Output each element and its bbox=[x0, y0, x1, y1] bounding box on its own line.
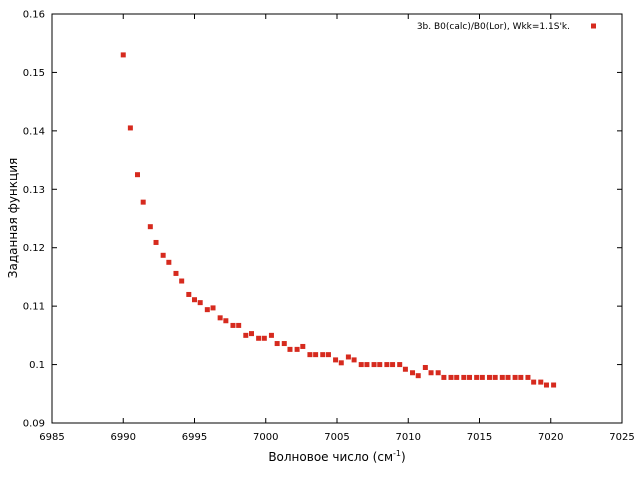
data-point bbox=[371, 362, 377, 368]
data-point bbox=[441, 374, 447, 380]
y-tick-label: 0.12 bbox=[23, 243, 45, 254]
data-point bbox=[448, 374, 454, 380]
data-point bbox=[377, 362, 383, 368]
y-tick-label: 0.1 bbox=[29, 360, 45, 371]
data-point bbox=[415, 373, 421, 379]
data-point bbox=[236, 322, 242, 328]
legend-label: 3b. B0(calc)/B0(Lor), Wkk=1.1S'k. bbox=[417, 22, 570, 32]
data-point bbox=[345, 354, 351, 360]
data-point bbox=[127, 125, 133, 131]
data-point bbox=[525, 374, 531, 380]
x-tick-label: 7000 bbox=[253, 432, 278, 443]
data-point bbox=[223, 318, 229, 324]
y-tick-label: 0.09 bbox=[23, 419, 45, 430]
data-point bbox=[160, 252, 166, 258]
data-point bbox=[153, 239, 159, 245]
data-point bbox=[173, 270, 179, 276]
data-point bbox=[120, 52, 126, 58]
data-point bbox=[402, 366, 408, 372]
x-tick-label: 6995 bbox=[182, 432, 207, 443]
x-axis-title-close: ) bbox=[401, 450, 406, 464]
data-point bbox=[338, 360, 344, 366]
x-axis-title-sup: -1 bbox=[393, 449, 401, 458]
data-point bbox=[325, 352, 331, 358]
data-point bbox=[364, 362, 370, 368]
x-tick-label: 6985 bbox=[39, 432, 64, 443]
data-point bbox=[274, 341, 280, 347]
data-point bbox=[256, 335, 262, 341]
x-axis-title-text: Волновое число (см bbox=[268, 450, 393, 464]
data-point bbox=[333, 357, 339, 363]
y-tick-label: 0.11 bbox=[23, 302, 45, 313]
x-tick-label: 7015 bbox=[467, 432, 492, 443]
y-tick-label: 0.16 bbox=[23, 10, 45, 21]
data-point bbox=[467, 374, 473, 380]
data-point bbox=[300, 343, 306, 349]
data-point bbox=[287, 346, 293, 352]
data-point bbox=[186, 291, 192, 297]
data-point bbox=[147, 224, 153, 230]
data-point bbox=[313, 352, 319, 358]
legend-marker bbox=[591, 23, 596, 29]
data-point bbox=[390, 362, 396, 368]
data-point bbox=[538, 379, 544, 385]
x-tick-label: 7010 bbox=[396, 432, 421, 443]
data-point bbox=[217, 315, 223, 321]
x-tick-label: 6990 bbox=[111, 432, 136, 443]
data-point bbox=[428, 370, 434, 376]
data-point bbox=[474, 374, 480, 380]
data-point bbox=[179, 278, 185, 284]
data-point bbox=[422, 364, 428, 370]
data-point bbox=[249, 331, 254, 337]
data-point bbox=[192, 297, 197, 303]
data-point bbox=[531, 379, 537, 385]
data-point bbox=[505, 374, 511, 380]
legend: 3b. B0(calc)/B0(Lor), Wkk=1.1S'k. bbox=[417, 22, 596, 32]
x-tick-label: 7020 bbox=[538, 432, 563, 443]
x-tick-label: 7005 bbox=[324, 432, 349, 443]
y-tick-label: 0.13 bbox=[23, 185, 45, 196]
data-point bbox=[204, 307, 210, 313]
data-point bbox=[410, 370, 416, 376]
data-point bbox=[543, 382, 549, 388]
data-point bbox=[358, 362, 364, 368]
data-point bbox=[492, 374, 498, 380]
data-point bbox=[518, 374, 524, 380]
data-point bbox=[281, 341, 287, 347]
data-point bbox=[551, 382, 557, 388]
data-point bbox=[210, 305, 216, 311]
data-point bbox=[479, 374, 485, 380]
x-tick-label: 7025 bbox=[609, 432, 634, 443]
data-points bbox=[120, 52, 557, 388]
data-point bbox=[320, 352, 326, 358]
y-axis-title: Заданная функция bbox=[6, 158, 20, 278]
data-point bbox=[197, 300, 203, 306]
data-point bbox=[454, 374, 460, 380]
data-point bbox=[140, 199, 146, 205]
data-point bbox=[351, 357, 357, 363]
data-point bbox=[294, 346, 300, 352]
data-point bbox=[261, 335, 267, 341]
data-point bbox=[397, 362, 403, 368]
data-point bbox=[243, 332, 249, 338]
data-point bbox=[166, 259, 172, 265]
data-point bbox=[435, 370, 441, 376]
data-point bbox=[486, 374, 492, 380]
data-point bbox=[384, 362, 390, 368]
data-point bbox=[230, 322, 236, 328]
data-point bbox=[499, 374, 505, 380]
x-axis-title: Волновое число (см-1) bbox=[268, 449, 405, 464]
axis-ticks: 6985 6990 6995 7000 7005 7010 7015 7020 7025 0.09… bbox=[23, 10, 635, 444]
y-tick-label: 0.14 bbox=[23, 126, 45, 137]
plot-frame bbox=[51, 13, 623, 424]
data-point bbox=[461, 374, 467, 380]
data-point bbox=[512, 374, 518, 380]
data-point bbox=[307, 352, 313, 358]
data-point bbox=[268, 332, 274, 338]
y-tick-label: 0.15 bbox=[23, 68, 45, 79]
data-point bbox=[135, 172, 140, 178]
